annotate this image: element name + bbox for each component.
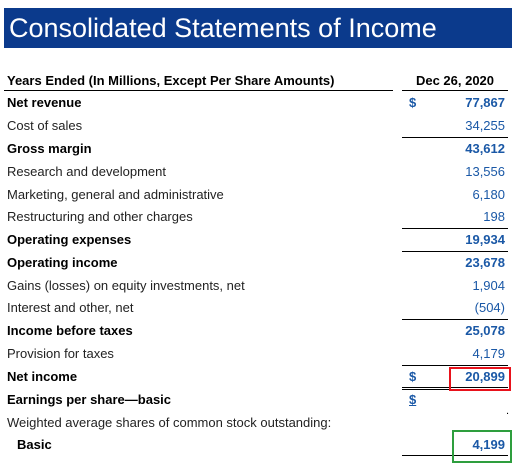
row-label: Gains (losses) on equity investments, ne… [7,278,245,293]
row-value: 43,612 [465,141,505,156]
dollar-sign: $ [409,392,417,407]
subtotal-rule [402,137,508,138]
subtotal-rule [402,228,508,229]
row-label: Income before taxes [7,323,133,338]
row-value: 6,180 [472,187,505,202]
row-value: 198 [483,209,505,224]
row-value: 25,078 [465,323,505,338]
row-label: Interest and other, net [7,300,134,315]
table-row-eps-basic: Earnings per share—basic $ [0,389,512,411]
row-label: Operating income [7,255,118,270]
row-label: Weighted average shares of common stock … [7,415,332,430]
eps-truncated-mark: . [506,405,510,417]
table-row-net-revenue: Net revenue $ 77,867 [0,92,512,114]
row-value: 19,934 [465,232,505,247]
row-value: 23,678 [465,255,505,270]
row-label: Marketing, general and administrative [7,187,224,202]
table-row-research-development: Research and development 13,556 [0,161,512,183]
table-row-basic-shares: Basic 4,199 [0,434,512,456]
row-label: Earnings per share—basic [7,392,172,407]
table-row-interest-other: Interest and other, net (504) [0,297,512,319]
header-rule-right [402,90,508,91]
dollar-sign: $ [409,95,417,110]
row-value: 1,904 [472,278,505,293]
basic-shares-highlight-box [452,430,512,463]
subtotal-rule [402,251,508,252]
table-row-marketing-general-admin: Marketing, general and administrative 6,… [0,184,512,206]
table-row-gross-margin: Gross margin 43,612 [0,138,512,160]
row-value: (504) [474,300,505,315]
table-row-net-income: Net income $ 20,899 [0,366,512,388]
row-label: Research and development [7,164,166,179]
total-double-rule [402,387,508,390]
row-value: 20,899 [465,369,505,384]
header-rule-left [4,90,393,91]
table-row-weighted-shares-heading: Weighted average shares of common stock … [0,412,512,434]
row-value: 77,867 [465,95,505,110]
row-label: Net income [7,369,78,384]
row-value: 34,255 [465,118,505,133]
table-row-operating-income: Operating income 23,678 [0,252,512,274]
table-row-cost-of-sales: Cost of sales 34,255 [0,115,512,137]
page-title: Consolidated Statements of Income [9,13,437,43]
row-label: Restructuring and other charges [7,209,193,224]
row-label: Provision for taxes [7,346,114,361]
total-rule [402,455,508,456]
subtotal-rule [402,365,508,366]
table-row-operating-expenses: Operating expenses 19,934 [0,229,512,251]
row-value: 4,199 [472,437,505,452]
table-row-equity-gains: Gains (losses) on equity investments, ne… [0,275,512,297]
column-header-label: Years Ended (In Millions, Except Per Sha… [7,73,335,88]
table-row-restructuring: Restructuring and other charges 198 [0,206,512,228]
row-label: Net revenue [7,95,82,110]
row-value: 13,556 [465,164,505,179]
row-value: 4,179 [472,346,505,361]
row-label: Gross margin [7,141,92,156]
row-label: Operating expenses [7,232,132,247]
row-label: Basic [17,437,52,452]
net-income-highlight-box [449,367,511,391]
subtotal-rule [402,319,508,320]
column-header-period: Dec 26, 2020 [415,73,495,88]
dollar-sign: $ [409,369,417,384]
table-row-income-before-taxes: Income before taxes 25,078 [0,320,512,342]
row-label: Cost of sales [7,118,83,133]
table-row-provision-taxes: Provision for taxes 4,179 [0,343,512,365]
title-bar: Consolidated Statements of Income [4,8,512,48]
